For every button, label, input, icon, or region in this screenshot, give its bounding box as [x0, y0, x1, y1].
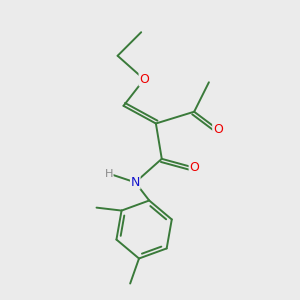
Text: N: N [130, 176, 140, 189]
Text: O: O [139, 73, 149, 86]
Text: O: O [213, 123, 223, 136]
Text: H: H [104, 169, 113, 178]
Text: O: O [189, 161, 199, 174]
